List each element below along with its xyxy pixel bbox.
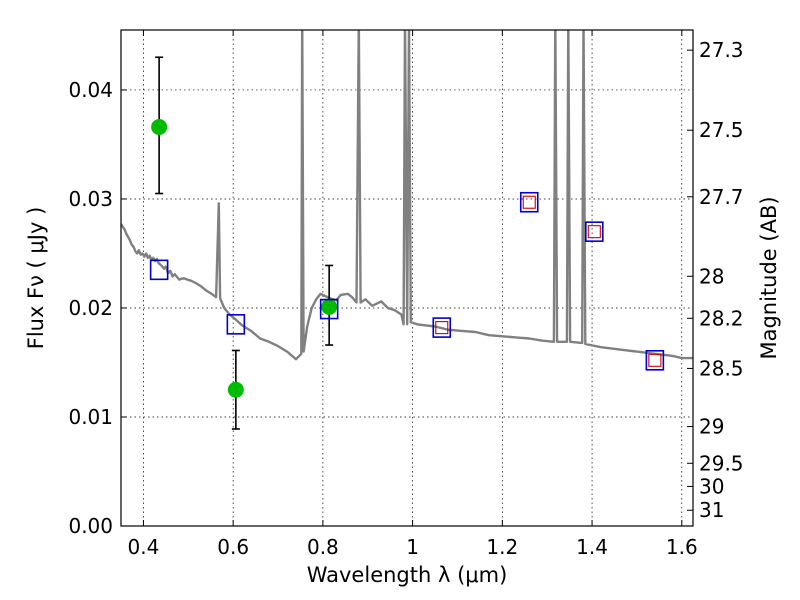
observed-flux-point (321, 298, 338, 315)
y-axis-label: Flux Fν ( μJy ) (24, 207, 48, 350)
model-photometry-inner-square (522, 195, 536, 209)
ticks: 0.4 0.6 0.8 1 1.2 1.4 1.6 0.00 0.01 0.02 0.03 0.04 2… (68, 30, 744, 559)
plot-frame (120, 29, 694, 527)
y2-axis-label: Magnitude (AB) (757, 196, 781, 359)
y2-tick-label: 28.2 (699, 306, 744, 330)
y2-tick-label: 30 (699, 474, 724, 498)
x-axis-label: Wavelength λ (μm) (307, 563, 508, 587)
observed-flux-point (227, 381, 244, 398)
x-tick-label: 1.6 (666, 535, 698, 559)
model-photometry-inner-square (587, 225, 601, 239)
y2-tick-label: 29 (699, 415, 724, 439)
x-tick-label: 1 (406, 535, 419, 559)
y2-tick-label: 28 (699, 264, 724, 288)
grid (121, 30, 693, 526)
y2-tick-label: 27.7 (699, 185, 744, 209)
y2-tick-label: 31 (699, 498, 724, 522)
model-photometry-square (585, 221, 604, 242)
model-photometry-square (645, 350, 665, 371)
y-tick-label: 0.01 (68, 405, 113, 429)
model-photometry-square (226, 314, 246, 335)
x-tick-label: 0.8 (307, 535, 339, 559)
model-sed-line (121, 30, 693, 361)
x-tick-label: 1.2 (486, 535, 518, 559)
model-photometry-inner-square (648, 353, 662, 367)
x-tick-label: 1.4 (576, 535, 608, 559)
x-tick-label: 0.6 (217, 535, 249, 559)
model-photometry-square (432, 317, 452, 338)
model-photometry-square (519, 191, 539, 213)
observed-flux-point (151, 119, 168, 136)
y2-tick-label: 27.5 (699, 118, 744, 142)
model-sed-layer (121, 30, 693, 361)
model-photometry-square (149, 259, 169, 281)
y2-tick-label: 28.5 (699, 356, 744, 380)
model-photometry-inner-square (435, 321, 449, 335)
y-tick-label: 0.04 (68, 78, 113, 102)
y-tick-label: 0.03 (68, 187, 113, 211)
model-photometry-square (319, 298, 339, 320)
marker-layer (149, 56, 665, 430)
y-tick-label: 0.02 (68, 296, 113, 320)
y2-tick-label: 27.3 (699, 38, 744, 62)
y2-tick-label: 29.5 (699, 451, 744, 475)
x-tick-label: 0.4 (128, 535, 160, 559)
y-tick-label: 0.00 (68, 514, 113, 538)
